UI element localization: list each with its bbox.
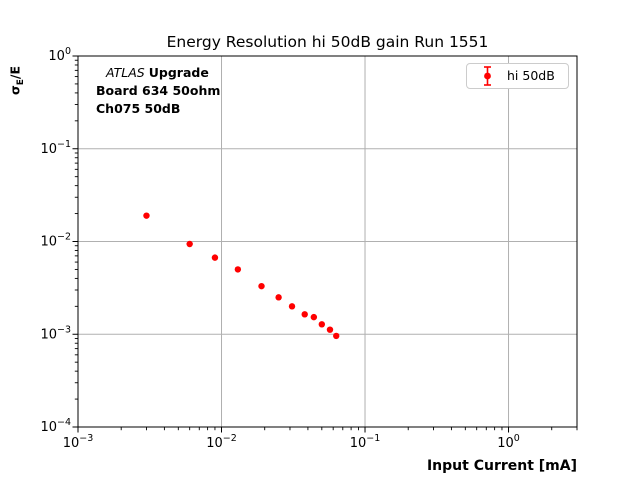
data-point <box>143 212 150 219</box>
atlas-label: ATLAS <box>106 65 145 80</box>
x-tick-label: 10−1 <box>350 433 381 451</box>
ylabel-rest: /E <box>7 66 23 80</box>
data-point <box>258 282 265 290</box>
errorbar-marker-icon <box>484 66 491 86</box>
y-tick-label: 10−3 <box>40 324 71 342</box>
data-point <box>186 240 193 248</box>
data-point <box>301 311 308 318</box>
plot-title: Energy Resolution hi 50dB gain Run 1551 <box>166 33 489 51</box>
x-axis-label: Input Current [mA] <box>426 458 577 474</box>
annotation-line-experiment: ATLAS Upgrade <box>96 64 220 82</box>
y-tick-label: 10−2 <box>40 232 71 250</box>
data-point <box>234 266 242 273</box>
legend-label: hi 50dB <box>507 67 555 83</box>
y-tick-label: 10−4 <box>40 417 71 435</box>
data-point <box>288 303 296 310</box>
y-tick-label: 10−1 <box>40 139 71 157</box>
upgrade-label: Upgrade <box>148 65 209 80</box>
plot-annotation: ATLAS Upgrade Board 634 50ohm Ch075 50dB <box>96 64 220 118</box>
data-point <box>326 326 334 333</box>
annotation-line-board: Board 634 50ohm <box>96 83 221 98</box>
y-tick-label: 100 <box>48 46 71 64</box>
annotation-line-channel: Ch075 50dB <box>96 101 181 116</box>
x-tick-label: 10−2 <box>206 433 237 451</box>
data-point <box>310 313 318 321</box>
x-tick-label: 10−3 <box>63 433 94 451</box>
data-point <box>211 254 219 261</box>
y-axis-label: σE/E <box>7 49 27 113</box>
legend-box: hi 50dB <box>466 63 569 89</box>
ylabel-sigma: σ <box>7 85 23 96</box>
data-point <box>318 321 326 328</box>
data-point <box>275 294 282 301</box>
ylabel-subscript: E <box>16 79 26 86</box>
data-point <box>333 332 340 340</box>
x-tick-label: 100 <box>497 433 520 451</box>
